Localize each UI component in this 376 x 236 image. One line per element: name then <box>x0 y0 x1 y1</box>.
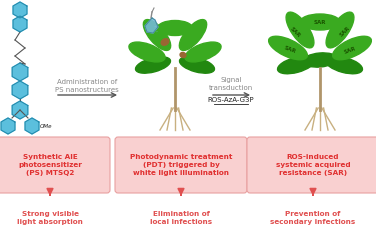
Ellipse shape <box>185 42 221 62</box>
Ellipse shape <box>303 53 337 67</box>
Text: Signal: Signal <box>220 77 242 83</box>
Text: Elimination of
local infections: Elimination of local infections <box>150 211 212 225</box>
Ellipse shape <box>135 57 170 73</box>
Text: Photodynamic treatment
(PDT) triggered by
white light illumination: Photodynamic treatment (PDT) triggered b… <box>130 154 232 176</box>
Ellipse shape <box>143 20 171 51</box>
Text: Prevention of
secondary infections: Prevention of secondary infections <box>270 211 356 225</box>
Text: Strong visible
light absorption: Strong visible light absorption <box>17 211 83 225</box>
Ellipse shape <box>158 21 193 35</box>
Text: SAR: SAR <box>339 26 351 38</box>
Text: Synthetic AIE
photosensitizer
(PS) MTSQ2: Synthetic AIE photosensitizer (PS) MTSQ2 <box>18 154 82 176</box>
Ellipse shape <box>129 42 165 62</box>
Polygon shape <box>13 2 27 18</box>
FancyBboxPatch shape <box>247 137 376 193</box>
Text: SAR: SAR <box>314 20 326 25</box>
Ellipse shape <box>268 36 307 60</box>
Ellipse shape <box>161 39 169 45</box>
FancyBboxPatch shape <box>115 137 247 193</box>
Text: transduction: transduction <box>209 85 253 91</box>
Text: ROS-induced
systemic acquired
resistance (SAR): ROS-induced systemic acquired resistance… <box>276 154 350 176</box>
Ellipse shape <box>277 56 314 74</box>
Text: SAR: SAR <box>343 46 357 55</box>
Text: PS nanostructures: PS nanostructures <box>55 87 119 93</box>
Ellipse shape <box>179 20 207 51</box>
Ellipse shape <box>333 36 371 60</box>
Ellipse shape <box>326 56 362 74</box>
Polygon shape <box>13 16 27 32</box>
Text: SAR: SAR <box>289 26 301 38</box>
Ellipse shape <box>180 52 186 58</box>
Text: SAR: SAR <box>283 46 297 55</box>
Text: ROS-AzA-G3P: ROS-AzA-G3P <box>208 97 254 103</box>
Ellipse shape <box>286 12 314 48</box>
Text: OMe: OMe <box>40 123 53 128</box>
Text: Administration of: Administration of <box>57 79 117 85</box>
FancyBboxPatch shape <box>0 137 110 193</box>
Polygon shape <box>12 63 28 81</box>
Polygon shape <box>1 118 15 134</box>
Polygon shape <box>12 101 28 119</box>
Ellipse shape <box>300 14 340 30</box>
Ellipse shape <box>326 12 354 48</box>
Polygon shape <box>145 18 158 33</box>
Polygon shape <box>25 118 39 134</box>
Ellipse shape <box>179 57 214 73</box>
Polygon shape <box>12 81 28 99</box>
